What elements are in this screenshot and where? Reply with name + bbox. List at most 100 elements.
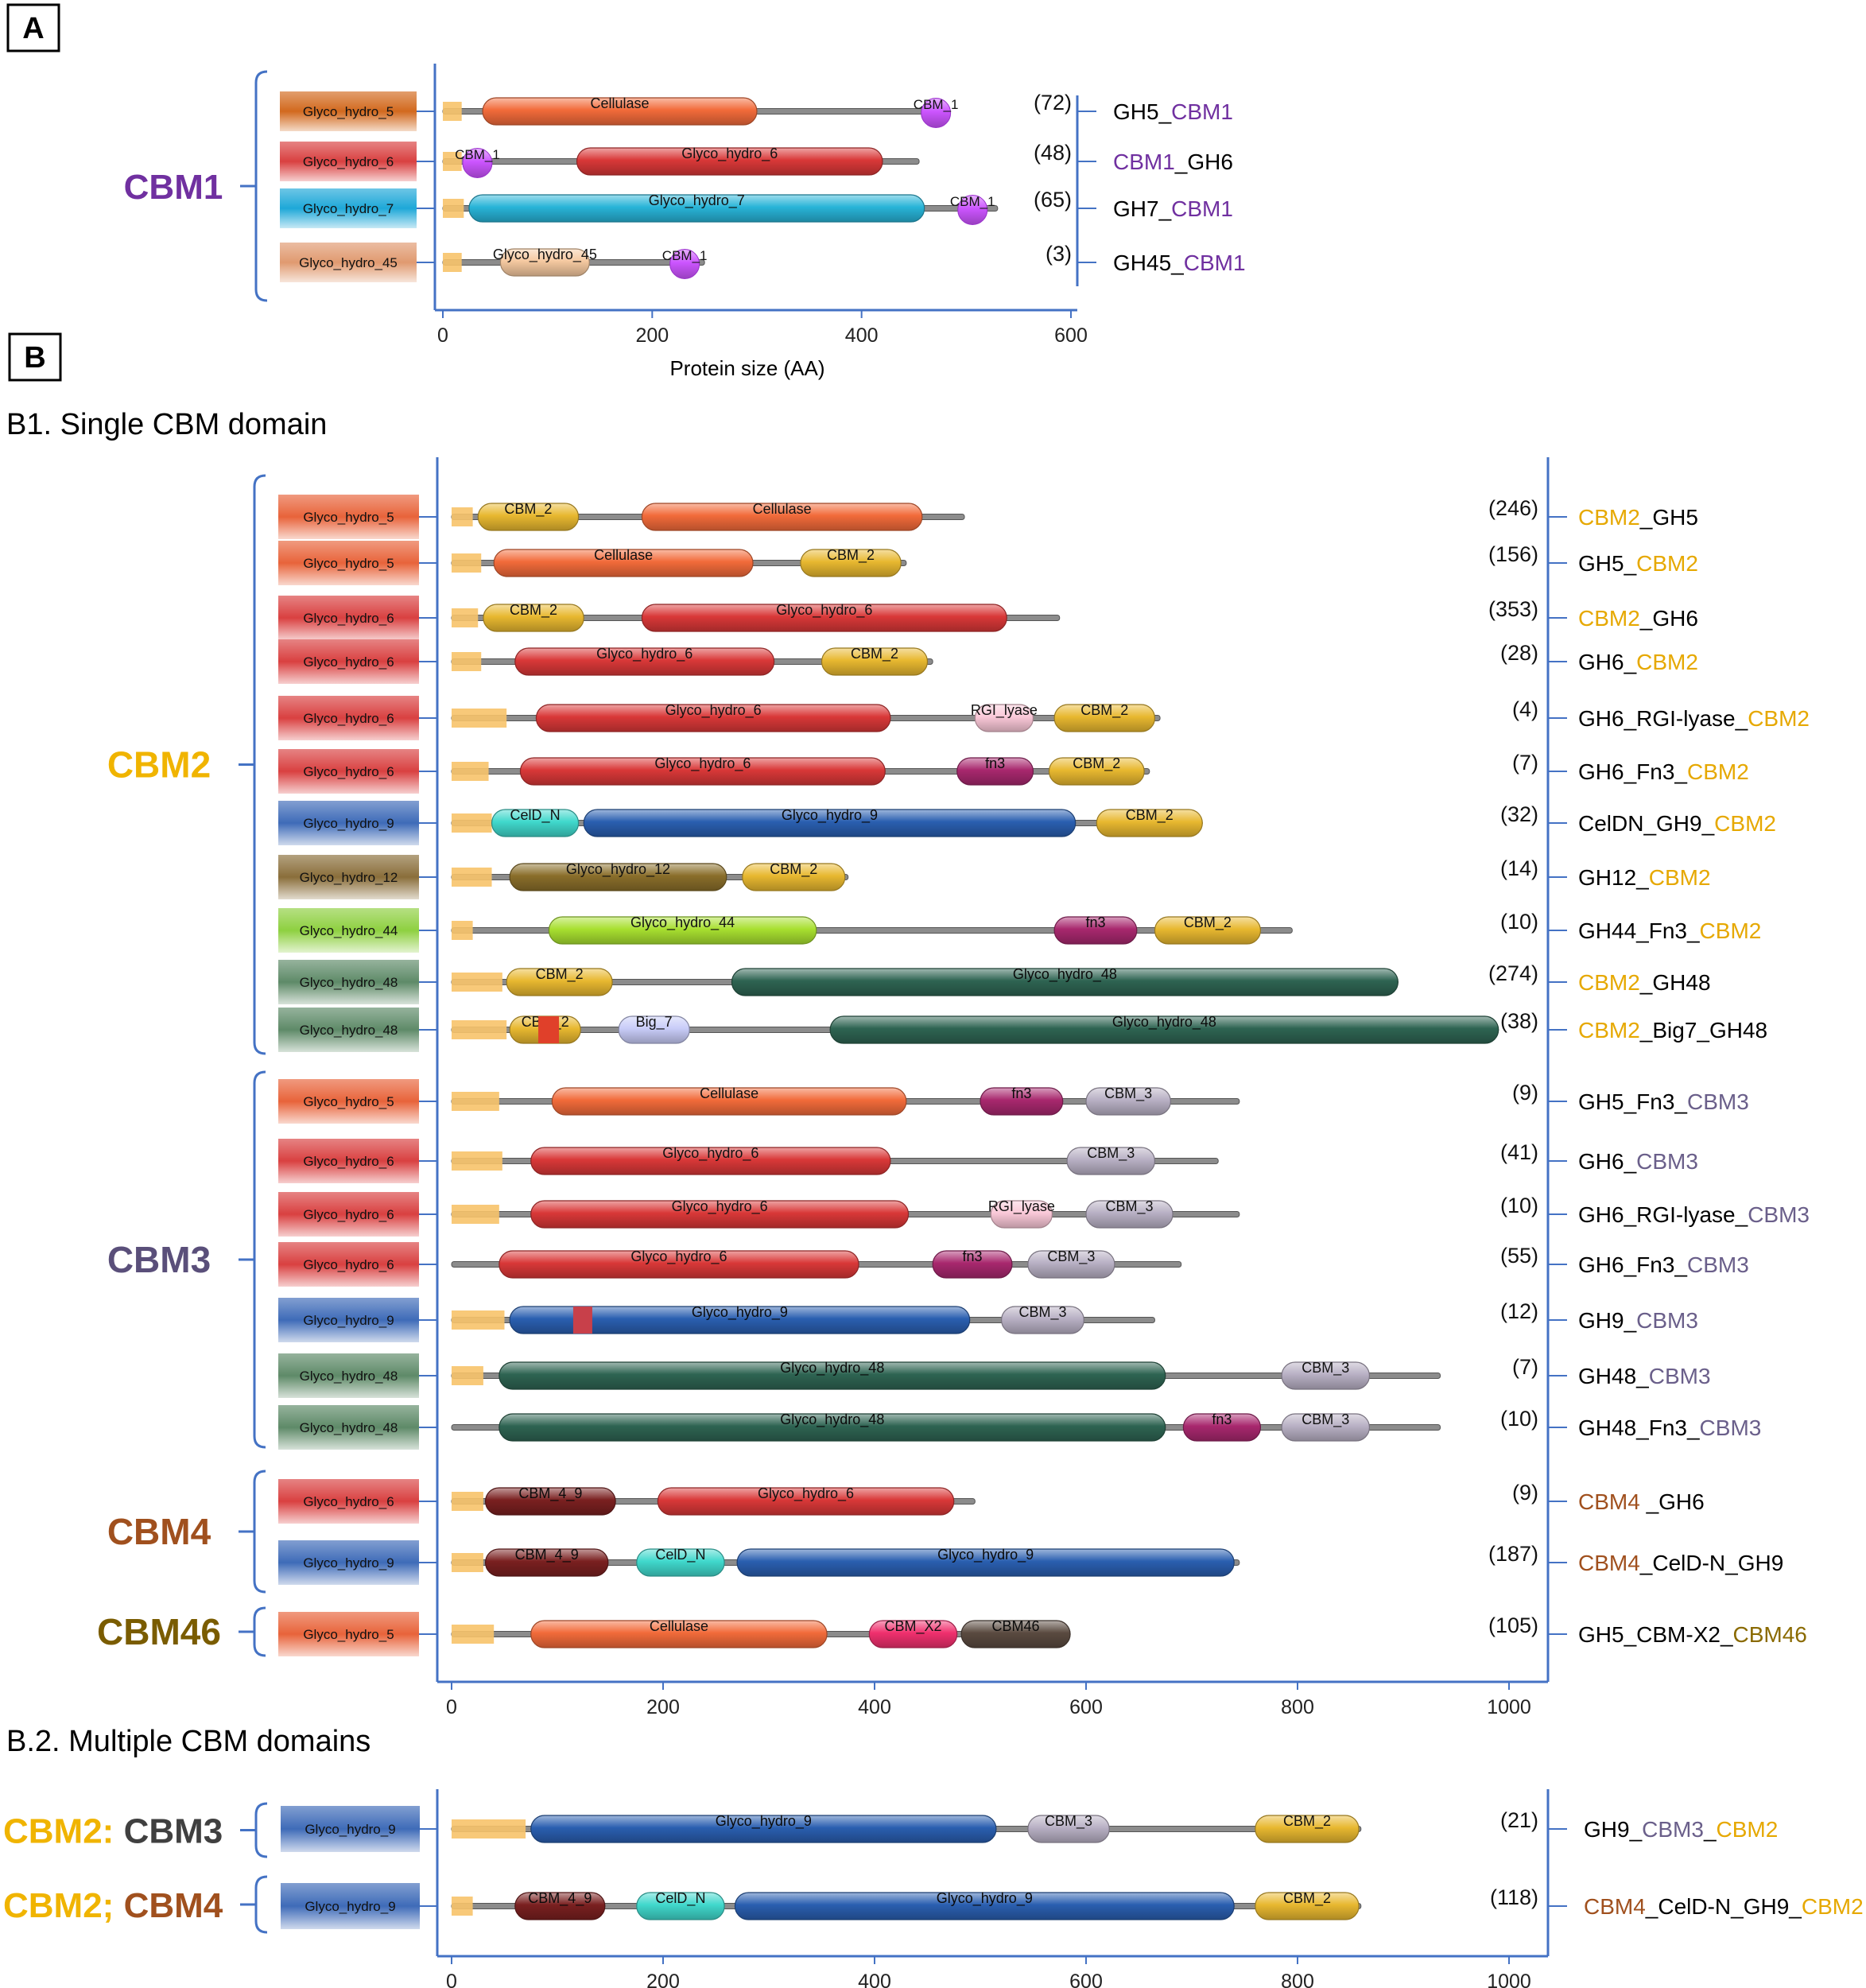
domain-label: Glyco_hydro_6 bbox=[681, 146, 778, 162]
protein-row: Glyco_hydro_6 CBM_4_9 Glyco_hydro_6 (9) CBM4… bbox=[278, 1479, 1705, 1524]
architecture-label-part: CBM3 bbox=[1642, 1817, 1704, 1842]
architecture-label: CelDN_GH9_CBM2 bbox=[1578, 811, 1776, 836]
sequence-count: (48) bbox=[1034, 141, 1072, 165]
protein-row: Glyco_hydro_5 Cellulase fn3 CBM_3 (9) GH5_Fn3… bbox=[278, 1079, 1749, 1124]
domain-cbm-4-9 bbox=[484, 1548, 609, 1577]
domain-glyco-hydro-44 bbox=[548, 916, 817, 945]
domain-cbm-1 bbox=[957, 195, 988, 225]
group-bracket bbox=[253, 1606, 266, 1657]
domain-cbm-3 bbox=[1085, 1087, 1172, 1116]
protein-row: Glyco_hydro_6 Glyco_hydro_6 CBM_3 (41) GH6_C… bbox=[278, 1139, 1698, 1183]
architecture-label-part: GH5_Fn3_ bbox=[1578, 1089, 1687, 1114]
family-label-box bbox=[281, 1883, 420, 1929]
domain-cbm-3 bbox=[1027, 1250, 1115, 1279]
family-label: Glyco_hydro_9 bbox=[303, 816, 394, 831]
protein-row: Glyco_hydro_5 Cellulase CBM_X2 CBM46 (105) GH… bbox=[278, 1612, 1807, 1656]
domain-label: CBM46 bbox=[992, 1618, 1040, 1634]
architecture-label: CBM4_CelD-N_GH9 bbox=[1578, 1551, 1783, 1575]
family-label-box bbox=[278, 1540, 419, 1585]
family-label: Glyco_hydro_5 bbox=[303, 510, 394, 525]
domain-cbm-4-9 bbox=[484, 1487, 616, 1516]
domain-label: CBM_3 bbox=[1104, 1085, 1152, 1102]
signal-peptide bbox=[452, 608, 479, 627]
architecture-label: GH6_CBM2 bbox=[1578, 650, 1698, 674]
signal-peptide bbox=[443, 152, 462, 171]
sequence-count: (4) bbox=[1512, 697, 1538, 721]
domain-cbm-2 bbox=[742, 863, 846, 891]
family-label-box bbox=[278, 749, 419, 794]
domain-glyco-hydro-9 bbox=[509, 1306, 971, 1334]
domain-glyco-hydro-48 bbox=[731, 968, 1399, 996]
family-label-box bbox=[278, 1139, 419, 1183]
domain-cellulase bbox=[482, 97, 758, 126]
family-label: Glyco_hydro_6 bbox=[303, 1494, 394, 1509]
architecture-label-part: GH6_ bbox=[1578, 1149, 1637, 1174]
x-tick-label: 600 bbox=[1054, 324, 1088, 347]
group-label-part: CBM2; bbox=[3, 1886, 124, 1925]
group-bracket bbox=[254, 1802, 268, 1858]
domain-glyco-hydro-6 bbox=[657, 1487, 955, 1516]
architecture-label: GH6_RGI-lyase_CBM2 bbox=[1578, 706, 1810, 731]
domain-label: Glyco_hydro_6 bbox=[654, 755, 751, 772]
domain-label: Glyco_hydro_9 bbox=[716, 1813, 812, 1830]
architecture-label-part: GH5_ bbox=[1113, 99, 1172, 124]
architecture-label: GH48_Fn3_CBM3 bbox=[1578, 1415, 1761, 1440]
domain-cbm-2 bbox=[477, 503, 580, 531]
architecture-label-part: _Big7_GH48 bbox=[1639, 1018, 1767, 1043]
signal-peptide bbox=[452, 507, 473, 526]
family-label: Glyco_hydro_9 bbox=[305, 1899, 395, 1914]
family-label-box bbox=[278, 1298, 419, 1342]
family-label-box bbox=[278, 1612, 419, 1656]
domain-cbm-1 bbox=[669, 249, 700, 279]
architecture-label-part: CBM2 bbox=[1802, 1894, 1864, 1919]
protein-row: Glyco_hydro_5 Cellulase CBM_1 (72) GH5_CBM1 bbox=[280, 91, 1233, 131]
architecture-label-part: CBM3 bbox=[1649, 1364, 1711, 1388]
signal-peptide bbox=[452, 921, 473, 940]
group-bracket bbox=[254, 1875, 268, 1934]
group-label: CBM3 bbox=[107, 1239, 211, 1280]
sequence-count: (274) bbox=[1488, 961, 1538, 985]
protein-row: Glyco_hydro_48 CBM_2 Glyco_hydro_48 (274) CB… bbox=[278, 960, 1711, 1004]
architecture-label-part: CBM1 bbox=[1184, 250, 1246, 275]
x-tick-label: 200 bbox=[635, 324, 669, 347]
domain-label: CBM_X2 bbox=[885, 1618, 942, 1635]
domain-label: Glyco_hydro_9 bbox=[937, 1890, 1033, 1907]
domain-label: CBM_3 bbox=[1302, 1411, 1349, 1428]
protein-row: Glyco_hydro_5 Cellulase CBM_2 (156) GH5_CBM2 bbox=[278, 541, 1698, 585]
family-label: Glyco_hydro_9 bbox=[303, 1555, 394, 1571]
architecture-label-part: CBM1 bbox=[1171, 99, 1233, 124]
domain-glyco-hydro-9 bbox=[583, 809, 1077, 837]
family-label-box bbox=[278, 1192, 419, 1237]
domain-label: CBM_3 bbox=[1047, 1248, 1095, 1265]
protein-row: Glyco_hydro_44 Glyco_hydro_44 fn3 CBM_2 (10)… bbox=[278, 908, 1761, 953]
domain-label: CBM_2 bbox=[770, 861, 817, 878]
domain-celd-n bbox=[491, 809, 580, 837]
x-tick-label: 400 bbox=[845, 324, 879, 347]
domain-label: Cellulase bbox=[594, 547, 653, 563]
protein-row: Glyco_hydro_5 CBM_2 Cellulase (246) CBM2_GH5 bbox=[278, 495, 1698, 539]
domain-label: CBM_2 bbox=[827, 547, 875, 564]
sequence-count: (55) bbox=[1500, 1244, 1538, 1268]
architecture-label: CBM2_GH5 bbox=[1578, 505, 1698, 530]
protein-row: Glyco_hydro_6 Glyco_hydro_6 CBM_2 (28) GH6_C… bbox=[278, 639, 1698, 684]
sequence-count: (7) bbox=[1512, 751, 1538, 775]
architecture-label-part: GH5_ bbox=[1578, 551, 1637, 576]
signal-peptide bbox=[443, 253, 462, 272]
x-tick-label: 600 bbox=[1069, 1971, 1103, 1988]
family-label: Glyco_hydro_12 bbox=[300, 870, 398, 885]
group-bracket bbox=[254, 70, 268, 302]
family-label: Glyco_hydro_6 bbox=[303, 611, 394, 626]
family-label: Glyco_hydro_9 bbox=[305, 1822, 395, 1837]
architecture-label: GH5_Fn3_CBM3 bbox=[1578, 1089, 1749, 1114]
architecture-label: GH12_CBM2 bbox=[1578, 865, 1711, 890]
family-label-box bbox=[278, 801, 419, 845]
signal-peptide bbox=[452, 709, 507, 728]
domain-fn3 bbox=[980, 1087, 1064, 1116]
sequence-count: (10) bbox=[1500, 1407, 1538, 1431]
highlight-mark bbox=[572, 1307, 592, 1334]
group-label: CBM2; CBM4 bbox=[3, 1886, 223, 1925]
domain-label: Cellulase bbox=[753, 501, 812, 517]
x-tick-label: 200 bbox=[646, 1971, 680, 1988]
domain-label: Glyco_hydro_12 bbox=[566, 861, 670, 878]
architecture-label-part: CBM4 bbox=[1578, 1489, 1647, 1514]
